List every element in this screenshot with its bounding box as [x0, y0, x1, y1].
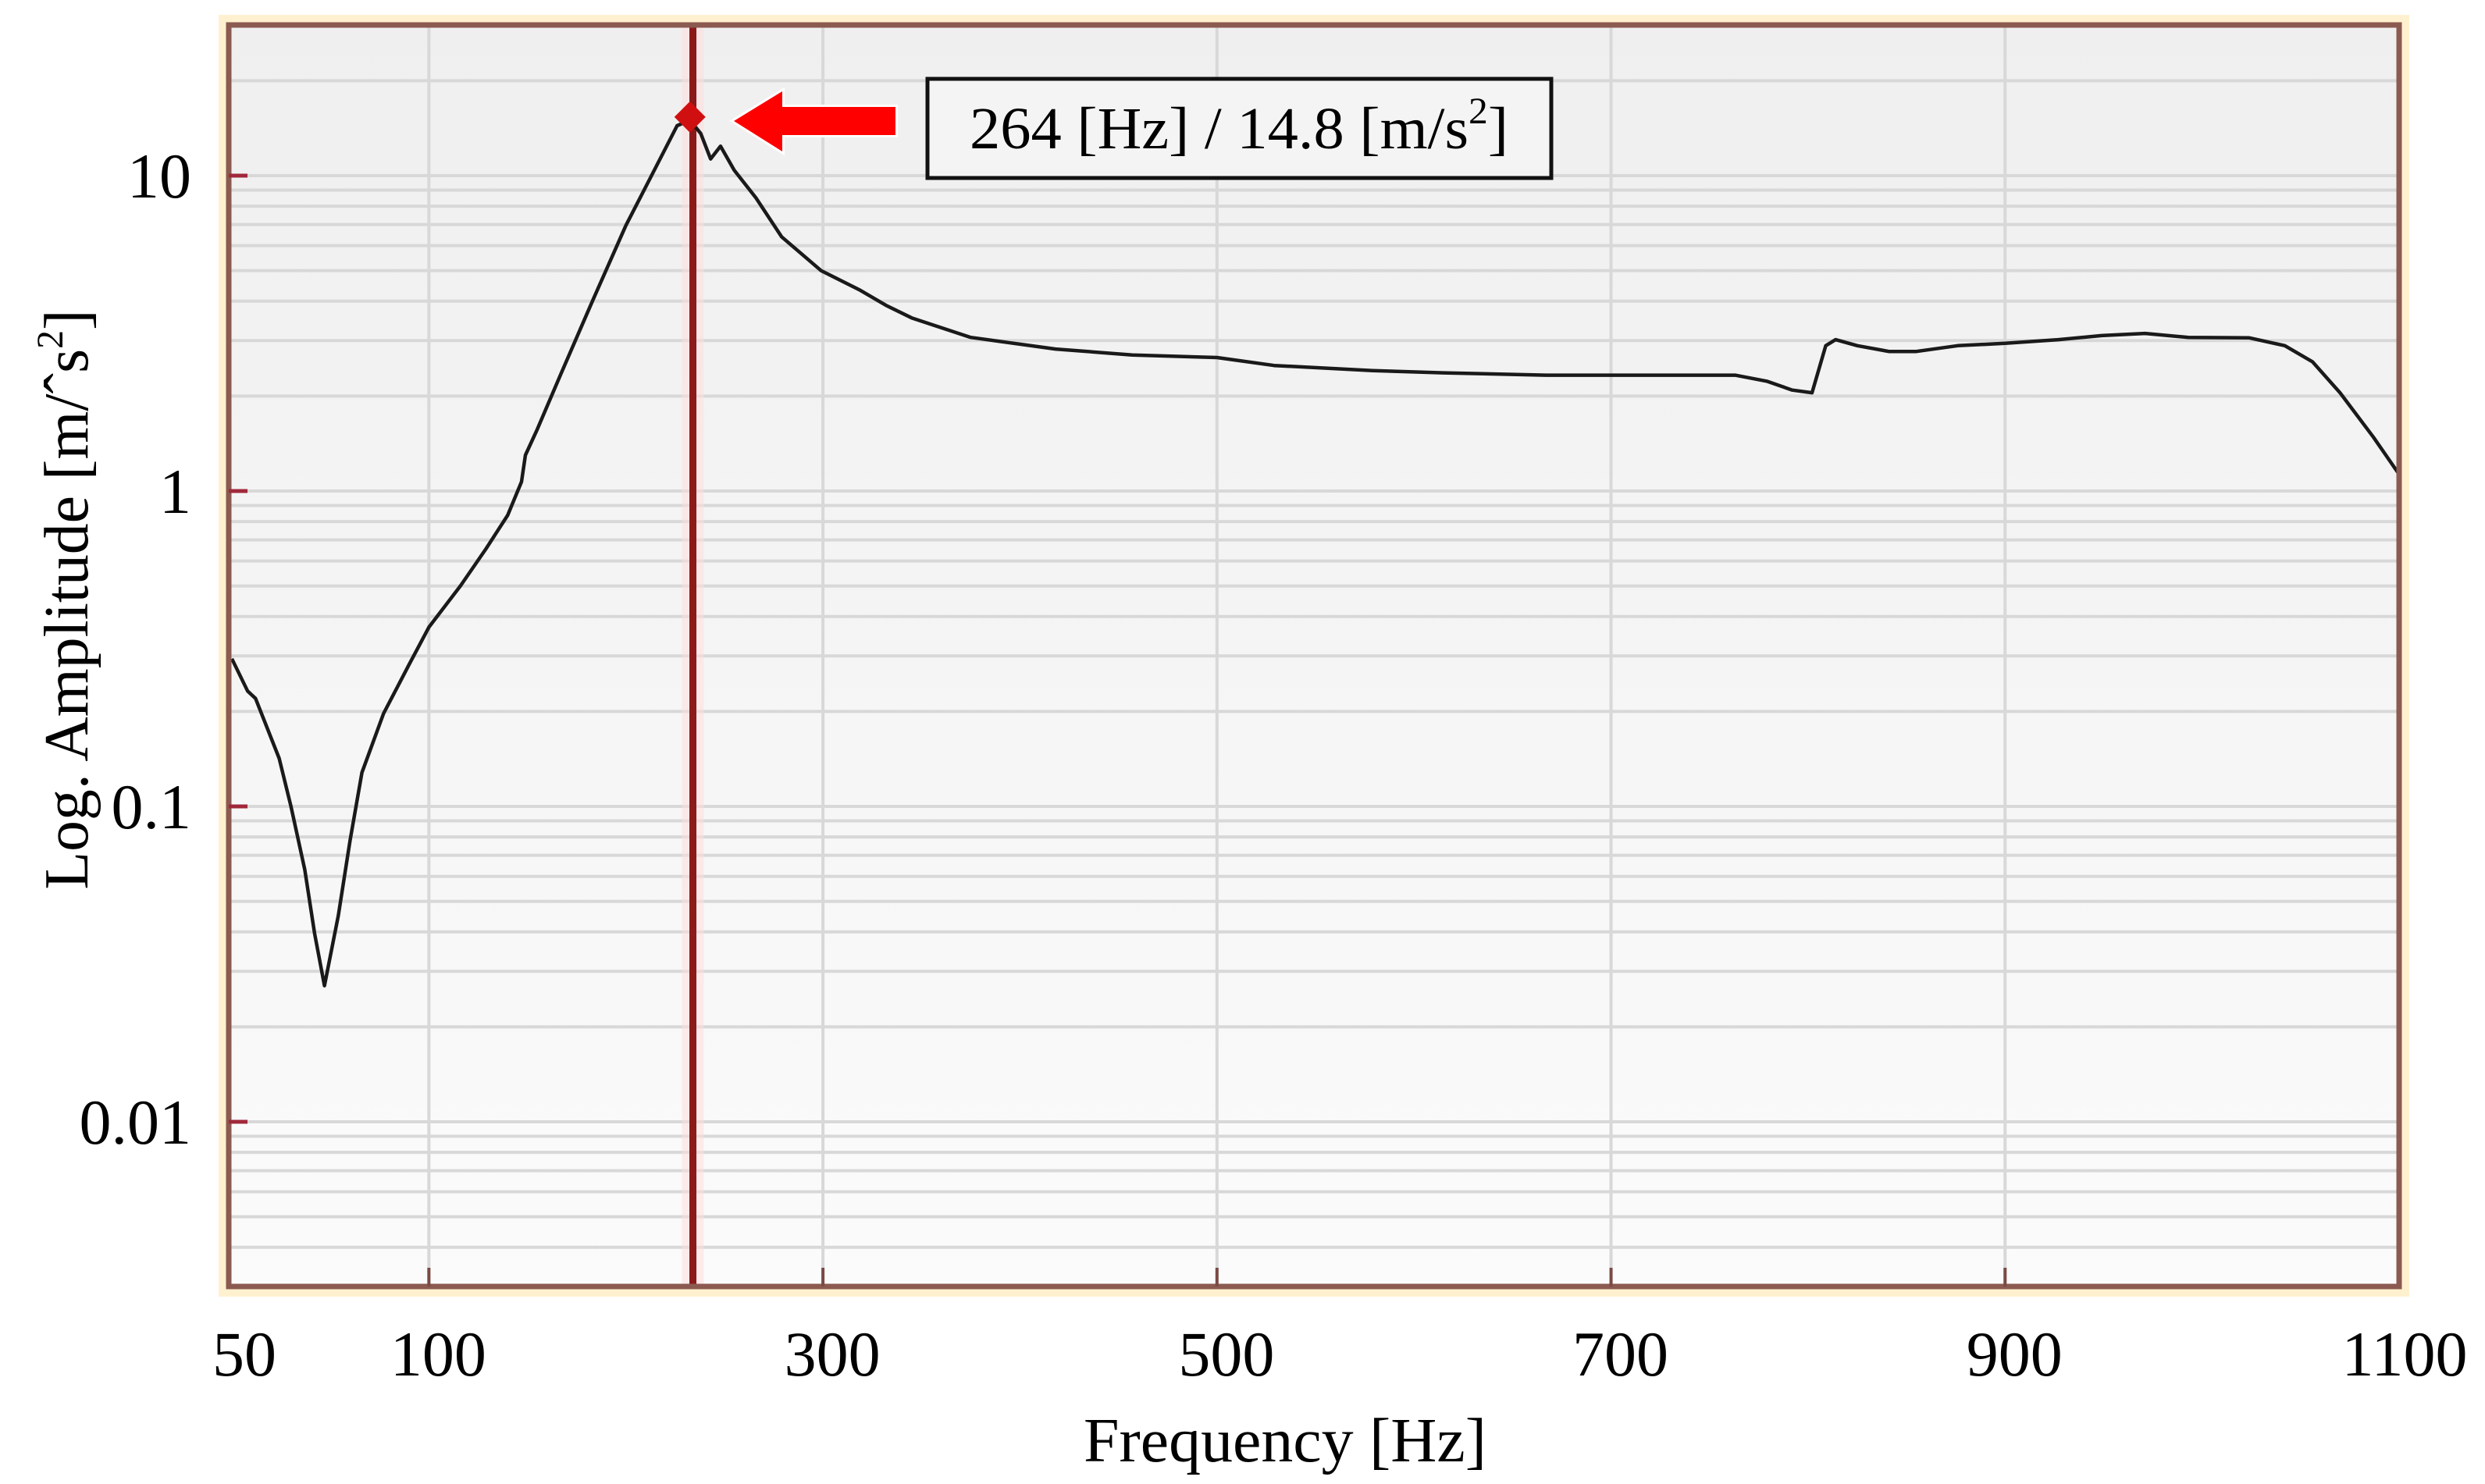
x-axis-title: Frequency [Hz] [1084, 1407, 1486, 1475]
y-tick-label: 10 [127, 141, 191, 212]
x-tick-label: 100 [390, 1319, 486, 1390]
y-tick-label: 1 [159, 456, 191, 527]
x-tick-label: 300 [785, 1319, 881, 1390]
y-axis-title: Log. Amplitude [m/ˆs2] [30, 310, 101, 890]
x-tick-label: 700 [1572, 1319, 1668, 1390]
plot-frame-glow [219, 15, 2409, 1297]
data-series [230, 101, 2401, 988]
y-tick-label: 0.01 [80, 1087, 192, 1158]
x-tick-label: 900 [1967, 1319, 2063, 1390]
series-line [230, 118, 2401, 988]
peak-marker-icon [674, 101, 706, 133]
grid-lines [229, 25, 2399, 1286]
arrow-left-icon [729, 87, 898, 156]
plot-frame [226, 22, 2402, 1290]
x-tick-label: 1100 [2342, 1319, 2468, 1390]
y-tick-label: 0.1 [112, 771, 192, 842]
y-axis-tick-labels: 10 1 0.1 0.01 [80, 141, 192, 1158]
x-tick-label: 50 [212, 1319, 276, 1390]
x-tick-label: 500 [1178, 1319, 1274, 1390]
tick-marks [229, 173, 2007, 1286]
peak-annotation: 264 [Hz] / 14.8 [m/s 2] [729, 77, 1554, 180]
x-axis-tick-labels: 50 100 300 500 700 900 1100 [212, 1319, 2467, 1390]
annotation-label: 264 [Hz] / 14.8 [m/s 2] [970, 91, 1508, 162]
frequency-cursor[interactable] [682, 25, 704, 1286]
annotation-box [925, 77, 1554, 180]
